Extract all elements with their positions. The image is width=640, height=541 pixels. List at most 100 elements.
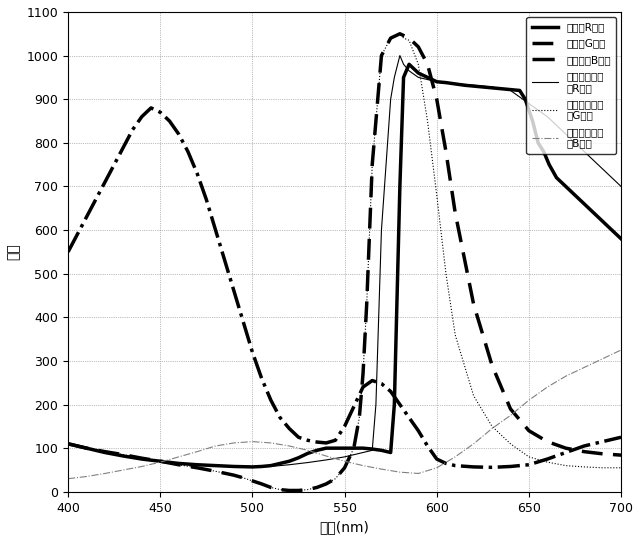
モスアイ構造
のG画素 (442, 270, 450, 277)
モスアイ構造
のG画素 (387, 35, 394, 41)
・平坦なB画素 (323, 440, 330, 446)
平坦なG画素 (138, 455, 146, 461)
モスアイ構造
のR画素 (433, 78, 440, 85)
モスアイ構造
のG画素 (340, 465, 348, 471)
平坦なR画素 (64, 440, 72, 447)
モスアイ構造
のG画素 (83, 445, 90, 451)
モスアイ構造
のB画素 (285, 443, 293, 449)
モスアイ構造
のG画素 (415, 61, 422, 68)
モスアイ構造
のR画素 (378, 227, 385, 233)
平坦なG画素 (405, 35, 413, 41)
モスアイ構造
のB画素 (212, 443, 220, 449)
平坦なG画素 (359, 371, 367, 377)
モスアイ構造
のR画素 (507, 87, 515, 94)
平坦なG画素 (617, 452, 625, 458)
モスアイ構造
のG画素 (350, 445, 358, 451)
平坦なG画素 (248, 478, 256, 484)
モスアイ構造
のR画素 (138, 456, 146, 463)
Line: 平坦なG画素: 平坦なG画素 (68, 34, 621, 491)
平坦なG画素 (101, 448, 109, 455)
平坦なG画素 (350, 445, 358, 451)
モスアイ構造
のG画素 (488, 423, 496, 430)
モスアイ構造
のB画素 (599, 355, 607, 362)
モスアイ構造
のR画素 (340, 454, 348, 460)
平坦なG画素 (451, 209, 459, 216)
モスアイ構造
のR画素 (442, 80, 450, 86)
平坦なG画素 (212, 468, 220, 474)
モスアイ構造
のR画素 (64, 440, 72, 447)
・平坦なB画素 (294, 434, 302, 440)
平坦なG画素 (396, 30, 404, 37)
モスアイ構造
のB画素 (230, 440, 238, 446)
平坦なG画素 (313, 484, 321, 491)
モスアイ構造
のB画素 (617, 347, 625, 353)
モスアイ構造
のB画素 (396, 469, 404, 476)
モスアイ構造
のR画素 (516, 94, 524, 100)
モスアイ構造
のR画素 (451, 80, 459, 87)
・平坦なB画素 (101, 179, 109, 186)
モスアイ構造
のB画素 (340, 458, 348, 465)
Y-axis label: 感度: 感度 (7, 243, 21, 260)
モスアイ構造
のG画素 (175, 461, 182, 468)
モスアイ構造
のG画素 (101, 448, 109, 455)
モスアイ構造
のG画素 (313, 484, 321, 491)
モスアイ構造
のG画素 (258, 481, 266, 487)
モスアイ構造
のG画素 (359, 371, 367, 377)
モスアイ構造
のB画素 (415, 470, 422, 477)
平坦なG画素 (369, 161, 376, 168)
モスアイ構造
のG画素 (230, 472, 238, 478)
モスアイ構造
のR画素 (369, 447, 376, 453)
Legend: 平坦なR画素, 平坦なG画素, ・平坦なB画素, モスアイ構造
のR画素, モスアイ構造
のG画素, モスアイ構造
のB画素: 平坦なR画素, 平坦なG画素, ・平坦なB画素, モスアイ構造 のR画素, モス… (527, 17, 616, 154)
モスアイ構造
のR画素 (193, 461, 201, 468)
モスアイ構造
のR画素 (525, 100, 532, 107)
モスアイ構造
のG画素 (433, 192, 440, 199)
モスアイ構造
のB画素 (433, 465, 440, 471)
平坦なR画素 (248, 464, 256, 470)
モスアイ構造
のG画素 (294, 487, 302, 494)
平坦なG画素 (276, 486, 284, 493)
モスアイ構造
のG画素 (332, 476, 339, 482)
モスアイ構造
のG画素 (212, 468, 220, 474)
モスアイ構造
のB画素 (156, 459, 164, 465)
モスアイ構造
のB画素 (507, 412, 515, 419)
モスアイ構造
のG画素 (543, 459, 551, 465)
モスアイ構造
のR画素 (553, 122, 561, 129)
平坦なG画素 (599, 451, 607, 457)
平坦なG画素 (580, 448, 588, 455)
モスアイ構造
のB画素 (359, 463, 367, 469)
Line: モスアイ構造
のG画素: モスアイ構造 のG画素 (68, 34, 621, 491)
モスアイ構造
のG画素 (507, 440, 515, 447)
モスアイ構造
のR画素 (488, 84, 496, 90)
平坦なG画素 (355, 414, 363, 421)
平坦なG画素 (175, 461, 182, 468)
平坦なR画素 (258, 463, 266, 470)
平坦なG画素 (294, 487, 302, 494)
モスアイ構造
のG画素 (248, 478, 256, 484)
平坦なG画素 (83, 445, 90, 451)
平坦なG画素 (230, 472, 238, 478)
平坦なG画素 (304, 486, 312, 493)
モスアイ構造
のR画素 (479, 83, 486, 89)
モスアイ構造
のB画素 (64, 476, 72, 482)
モスアイ構造
のR画素 (350, 451, 358, 458)
・平坦なB画素 (378, 380, 385, 387)
平坦なG画素 (507, 406, 515, 412)
モスアイ構造
のG画素 (267, 484, 275, 491)
モスアイ構造
のR画素 (267, 463, 275, 470)
平坦なG画素 (267, 484, 275, 491)
モスアイ構造
のR画素 (212, 463, 220, 469)
モスアイ構造
のG画素 (400, 35, 408, 41)
X-axis label: 波長(nm): 波長(nm) (319, 520, 369, 534)
平坦なG画素 (543, 438, 551, 445)
平坦なG画素 (562, 445, 570, 451)
・平坦なB画素 (147, 104, 155, 111)
モスアイ構造
のG画素 (363, 301, 371, 307)
モスアイ構造
のR画素 (372, 401, 380, 408)
モスアイ構造
のG画素 (138, 455, 146, 461)
モスアイ構造
のR画素 (285, 461, 293, 468)
モスアイ構造
のG画素 (378, 52, 385, 59)
モスアイ構造
のG画素 (323, 481, 330, 487)
モスアイ構造
のG画素 (64, 440, 72, 447)
モスアイ構造
のR画素 (543, 114, 551, 120)
平坦なG画素 (258, 481, 266, 487)
